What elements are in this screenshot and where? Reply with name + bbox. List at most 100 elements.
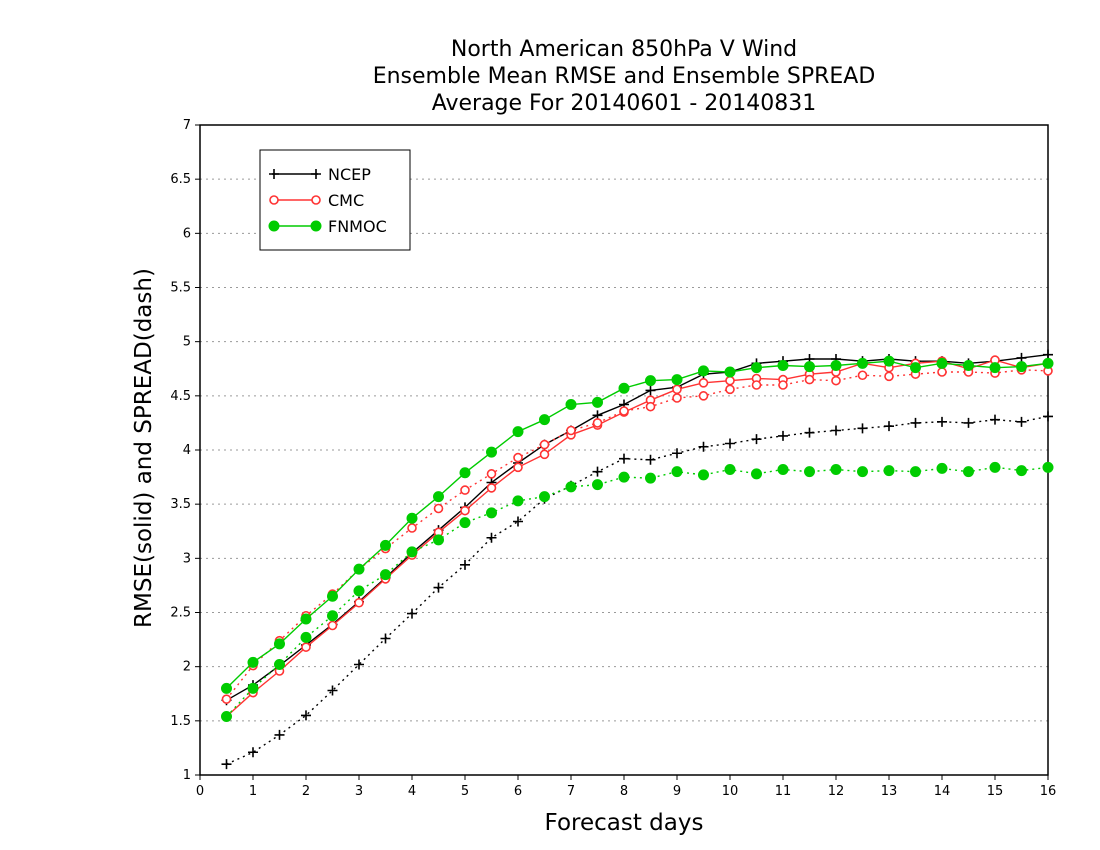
fnmoc-spread-point	[274, 659, 285, 670]
ncep-spread-point	[407, 608, 417, 619]
cmc-spread-point	[831, 375, 841, 386]
x-tick-label: 5	[461, 784, 469, 799]
y-tick-label: 7	[183, 118, 191, 133]
ncep-spread-point	[354, 659, 364, 670]
fnmoc-spread-point	[804, 466, 815, 478]
fnmoc-rmse-point	[936, 357, 948, 369]
ncep-spread-point	[486, 532, 497, 543]
fnmoc-rmse-point	[804, 361, 815, 373]
fnmoc-spread-point	[1016, 465, 1027, 477]
fnmoc-spread-point	[724, 464, 736, 475]
cmc-rmse-point	[539, 449, 550, 460]
x-tick-label: 2	[302, 784, 310, 799]
fnmoc-rmse-point	[645, 375, 656, 387]
cmc-spread-point	[778, 380, 788, 390]
fnmoc-rmse-point	[618, 382, 630, 394]
fnmoc-spread-point	[459, 517, 471, 529]
y-tick-label: 4.5	[170, 389, 191, 404]
x-tick-label: 10	[722, 784, 739, 799]
y-tick-label: 3	[183, 551, 191, 566]
fnmoc-rmse-point	[592, 396, 603, 408]
cmc-spread-point	[751, 380, 762, 390]
legend-label-fnmoc: FNMOC	[328, 217, 387, 236]
legend-marker-fnmoc	[268, 220, 280, 232]
x-tick-label: 14	[934, 784, 951, 799]
plot-frame	[199, 124, 1049, 776]
fnmoc-rmse-point	[1016, 361, 1027, 373]
cmc-spread-point	[460, 485, 470, 495]
ncep-spread-point	[513, 516, 523, 527]
x-tick-label: 8	[620, 784, 628, 799]
ncep-spread-point	[884, 421, 894, 432]
cmc-spread-point	[221, 694, 232, 704]
cmc-spread-point	[672, 393, 682, 403]
legend-marker-cmc	[269, 195, 279, 205]
fnmoc-spread-point	[592, 479, 603, 491]
cmc-rmse-line	[226, 359, 1049, 718]
fnmoc-rmse-point	[883, 355, 895, 367]
fnmoc-rmse-point	[274, 638, 285, 650]
fnmoc-rmse-point	[751, 362, 762, 374]
cmc-rmse-point	[725, 375, 735, 386]
fnmoc-spread-point	[353, 585, 365, 597]
ncep-spread-point	[804, 427, 815, 438]
x-tick-label: 1	[249, 784, 257, 799]
legend-marker-ncep	[311, 169, 321, 179]
fnmoc-spread-point	[989, 461, 1001, 473]
x-axis-title: Forecast days	[544, 810, 704, 836]
ncep-spread-line	[226, 415, 1049, 765]
x-tick-label: 15	[987, 784, 1004, 799]
y-tick-label: 5	[183, 335, 191, 350]
fnmoc-rmse-point	[247, 656, 259, 668]
fnmoc-rmse-point	[486, 446, 497, 458]
y-tick-label: 4	[183, 443, 191, 458]
x-tick-label: 6	[514, 784, 522, 799]
fnmoc-rmse-point	[433, 491, 444, 503]
cmc-spread-point	[407, 523, 417, 533]
fnmoc-rmse-point	[857, 357, 868, 369]
chart-title-line-2: Ensemble Mean RMSE and Ensemble SPREAD	[372, 64, 876, 89]
fnmoc-rmse-point	[300, 613, 312, 625]
fnmoc-spread-point	[698, 469, 709, 481]
x-tick-label: 12	[828, 784, 845, 799]
cmc-spread-point	[486, 469, 497, 479]
cmc-spread-point	[937, 367, 947, 377]
cmc-spread-point	[645, 401, 656, 412]
fnmoc-rmse-point	[512, 426, 524, 438]
fnmoc-rmse-line	[226, 360, 1049, 689]
legend-marker-ncep	[269, 169, 279, 179]
fnmoc-spread-point	[936, 462, 948, 474]
y-tick-label: 1.5	[170, 714, 191, 729]
fnmoc-spread-point	[963, 466, 974, 478]
fnmoc-rmse-point	[327, 590, 338, 602]
cmc-spread-point	[566, 425, 576, 436]
fnmoc-spread-point	[486, 507, 497, 519]
fnmoc-spread-point	[910, 466, 921, 478]
fnmoc-spread-point	[247, 682, 259, 694]
ncep-spread-point	[592, 466, 603, 477]
cmc-spread-point	[804, 374, 815, 385]
y-tick-label: 2	[183, 660, 191, 675]
fnmoc-spread-point	[327, 610, 338, 622]
fnmoc-rmse-point	[353, 563, 365, 575]
fnmoc-spread-point	[300, 631, 312, 643]
ncep-spread-point	[990, 414, 1000, 425]
fnmoc-rmse-point	[221, 682, 232, 694]
ncep-spread-point	[380, 633, 391, 644]
fnmoc-spread-line	[225, 466, 1049, 717]
cmc-spread-point	[619, 406, 629, 416]
ncep-spread-point	[751, 434, 762, 445]
fnmoc-rmse-point	[459, 467, 471, 479]
ncep-spread-point	[725, 438, 735, 449]
cmc-spread-point	[539, 439, 550, 450]
legend-marker-fnmoc	[310, 220, 322, 232]
x-tick-label: 11	[775, 784, 792, 799]
fnmoc-spread-point	[777, 464, 789, 475]
fnmoc-rmse-point	[724, 366, 736, 378]
ncep-spread-point	[1043, 411, 1053, 422]
cmc-spread-point	[592, 418, 603, 428]
ncep-spread-point	[221, 759, 232, 770]
cmc-rmse-point	[486, 483, 497, 493]
cmc-spread-point	[725, 384, 735, 395]
